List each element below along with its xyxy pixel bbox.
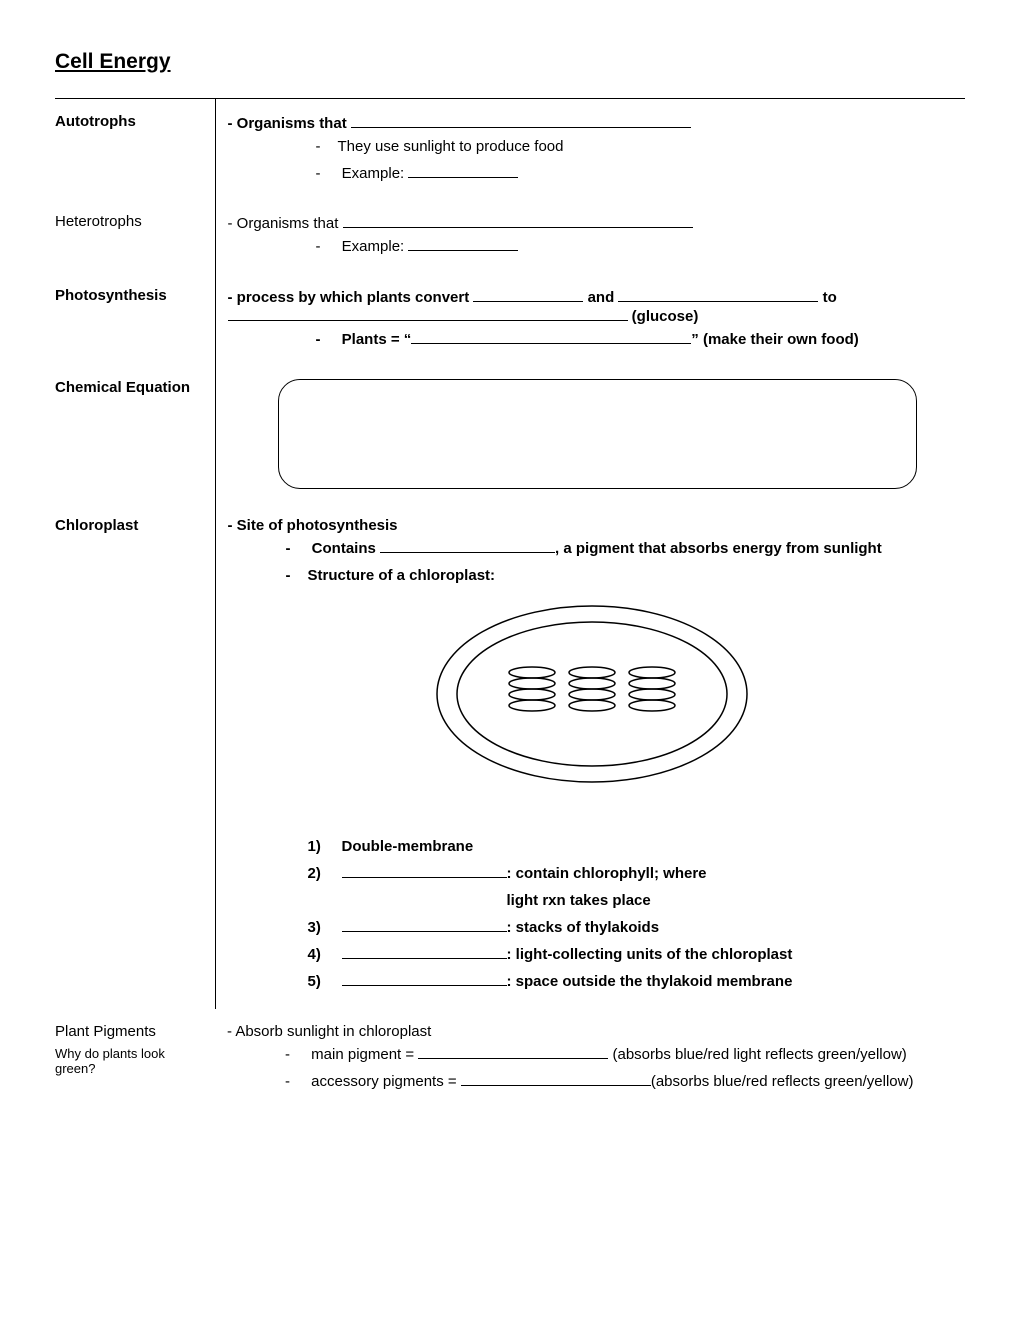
blank [342,944,507,959]
notes-table: Autotrophs - Organisms that They use sun… [55,98,965,1009]
chloroplast-diagram [228,599,958,793]
blank [473,287,583,302]
item-4: 4): light-collecting units of the chloro… [308,941,958,968]
autotrophs-sub2: Example: [228,163,958,186]
label-chemeq: Chemical Equation [55,379,190,396]
blank [618,287,818,302]
label-chloroplast: Chloroplast [55,517,138,534]
blank [418,1044,608,1059]
autotrophs-line1: - Organisms that [228,113,958,132]
blank [342,971,507,986]
item-2b: light rxn takes place [308,887,958,914]
row-photosynthesis: Photosynthesis - process by which plants… [55,273,965,366]
blank [342,863,507,878]
chloro-line1: - Site of photosynthesis [228,517,958,534]
row-pigments: Plant Pigments Why do plants look green?… [55,1009,965,1107]
pigments-line1: - Absorb sunlight in chloroplast [227,1023,957,1040]
pigments-sub2: accessory pigments = (absorbs blue/red r… [227,1071,957,1094]
blank [351,113,691,128]
row-chemeq: Chemical Equation [55,365,965,503]
photo-line1: - process by which plants convert and to [228,287,958,306]
row-autotrophs: Autotrophs - Organisms that They use sun… [55,99,965,200]
blank [408,236,518,251]
blank [411,329,691,344]
chloro-numlist: 1)Double-membrane 2): contain chlorophyl… [228,833,958,995]
blank [342,917,507,932]
page-title: Cell Energy [55,50,965,74]
sublabel-pigments: Why do plants look green? [55,1046,205,1076]
chloroplast-svg [417,599,767,789]
blank [343,213,693,228]
blank [228,306,628,321]
row-chloroplast: Chloroplast - Site of photosynthesis Con… [55,503,965,1009]
label-heterotrophs: Heterotrophs [55,213,142,230]
blank [461,1071,651,1086]
row-heterotrophs: Heterotrophs - Organisms that Example: [55,199,965,273]
item-3: 3): stacks of thylakoids [308,914,958,941]
photo-line2: (glucose) [228,306,958,325]
item-2: 2): contain chlorophyll; where [308,860,958,887]
chloro-sub2: Structure of a chloroplast: [228,565,958,588]
pigments-sub1: main pigment = (absorbs blue/red light r… [227,1044,957,1067]
heterotrophs-line1: - Organisms that [228,213,958,232]
chloro-sub1: Contains , a pigment that absorbs energy… [228,538,958,561]
blank [408,163,518,178]
label-photosynthesis: Photosynthesis [55,287,167,304]
item-5: 5): space outside the thylakoid membrane [308,968,958,995]
item-1: 1)Double-membrane [308,833,958,860]
autotrophs-sub1: They use sunlight to produce food [228,136,958,159]
blank [380,538,555,553]
photo-sub: Plants = “” (make their own food) [228,329,958,352]
equation-box [278,379,918,489]
label-autotrophs: Autotrophs [55,113,136,130]
label-pigments: Plant Pigments [55,1023,205,1040]
heterotrophs-sub1: Example: [228,236,958,259]
